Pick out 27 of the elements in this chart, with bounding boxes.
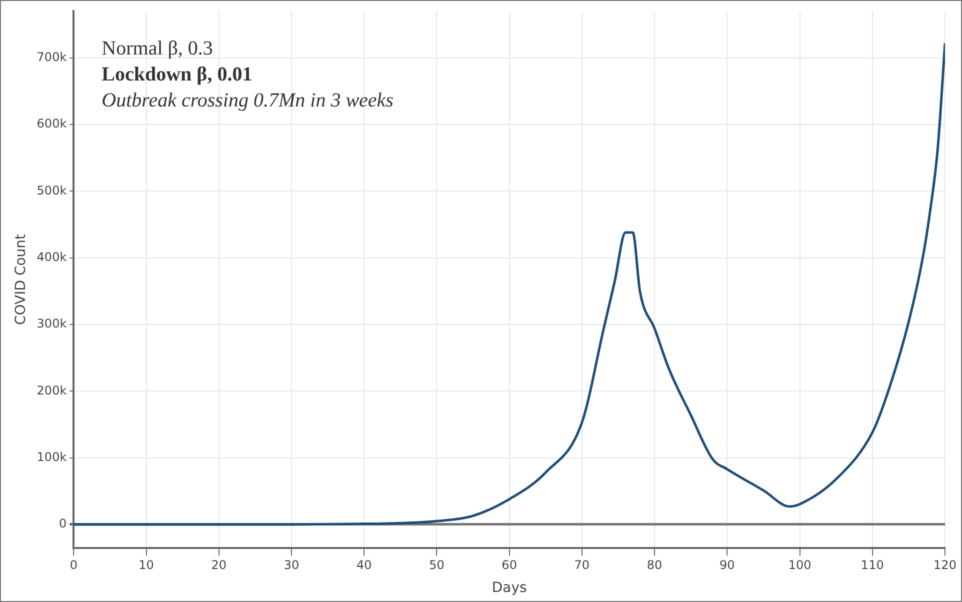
x-tick-label: 50 <box>429 558 444 572</box>
x-tick-label: 90 <box>720 558 735 572</box>
x-tick-label: 120 <box>934 558 956 572</box>
x-tick-label: 80 <box>646 558 662 572</box>
line-series <box>74 42 945 526</box>
annotation: Normal β, 0.3 <box>102 37 213 60</box>
x-tick-label: 70 <box>574 558 590 572</box>
x-tick-label: 40 <box>356 558 372 572</box>
y-tick-label: 700k <box>36 50 67 64</box>
y-tick-label: 400k <box>36 250 67 264</box>
y-tick-label: 600k <box>36 116 67 131</box>
x-tick-label: 20 <box>211 558 227 572</box>
x-tick-label: 10 <box>138 558 154 572</box>
y-tick-label: 0 <box>59 516 67 531</box>
annotation: Outbreak crossing 0.7Mn in 3 weeks <box>102 89 394 112</box>
x-tick-label: 100 <box>788 558 812 572</box>
x-tick-label: 30 <box>284 558 300 572</box>
y-tick-label: 500k <box>36 183 67 198</box>
y-tick-label: 200k <box>36 383 67 398</box>
x-tick-label: 110 <box>860 558 884 572</box>
annotation: Lockdown β, 0.01 <box>102 63 252 86</box>
x-tick-label: 60 <box>502 558 517 572</box>
x-tick-label: 0 <box>70 558 78 572</box>
y-tick-label: 300k <box>36 316 67 331</box>
y-axis-title: COVID Count <box>13 233 30 326</box>
y-tick-label: 100k <box>36 450 67 464</box>
x-axis-title: Days <box>492 580 527 596</box>
